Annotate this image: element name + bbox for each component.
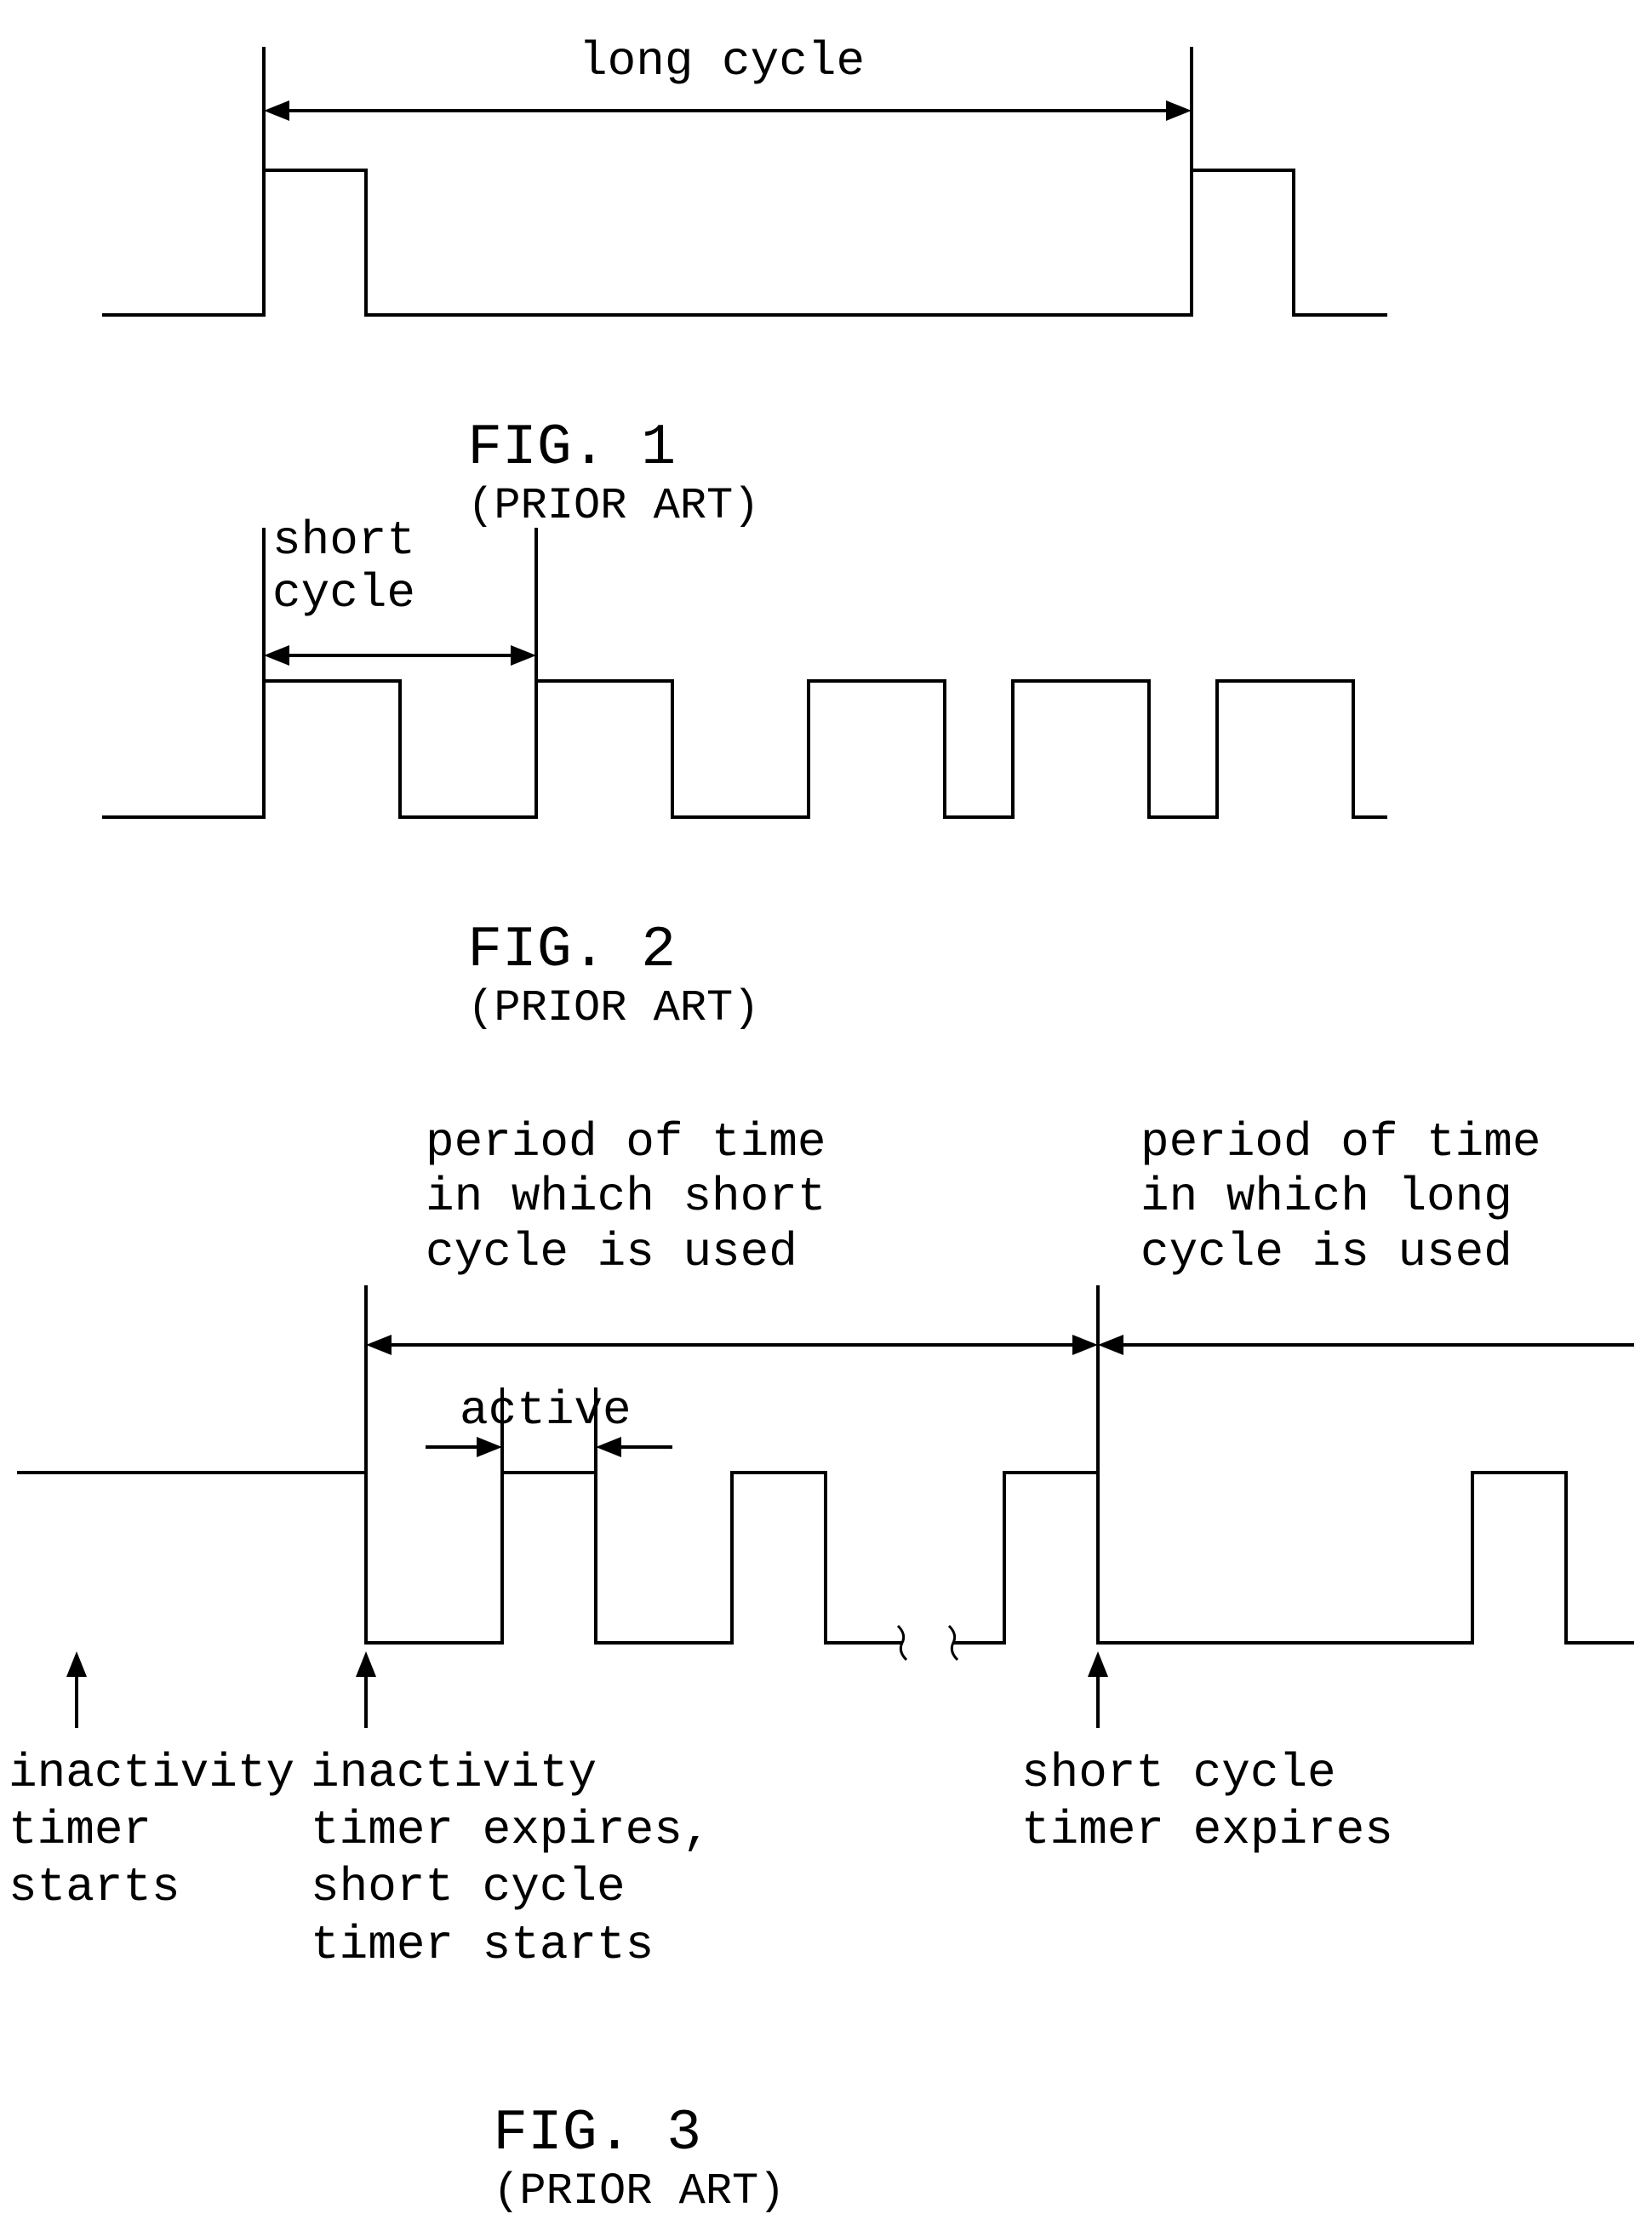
fig3-period-long-label: period of time in which long cycle is us… (1140, 1115, 1541, 1279)
fig1-waveform (102, 170, 1387, 315)
fig3-caption-fig: FIG. 3 (493, 2101, 701, 2166)
fig3-active-label: active (460, 1383, 632, 1438)
fig2-caption-fig: FIG. 2 (467, 918, 676, 983)
fig3-dim-short-arrow-right (1072, 1335, 1098, 1355)
fig2-waveform (102, 681, 1387, 817)
fig1-dim-arrow-left (264, 100, 289, 121)
fig3-waveform-right (953, 1473, 1634, 1643)
fig3-inactivity-starts-label: inactivity timer starts (9, 1745, 294, 1917)
fig2-dim-arrow-right (511, 645, 536, 666)
fig3-active-arrow-right (596, 1437, 621, 1457)
fig3-waveform-left (17, 1473, 902, 1643)
fig3-active-arrow-left (477, 1437, 502, 1457)
fig2-dim-arrow-left (264, 645, 289, 666)
fig3-short-expires-label: short cycle timer expires (1021, 1745, 1393, 1859)
page: long cycle FIG. 1 (PRIOR ART) short cycl… (0, 0, 1652, 2231)
fig3-ptr2-head (356, 1651, 376, 1677)
fig3-inactivity-expires-label: inactivity timer expires, short cycle ti… (311, 1745, 711, 1974)
fig2-short-cycle-label: short cycle (272, 515, 415, 620)
fig3-ptr1-head (66, 1651, 87, 1677)
fig3-dim-long-arrow-left (1098, 1335, 1123, 1355)
fig3-ptr3-head (1088, 1651, 1108, 1677)
fig2-svg (0, 426, 1652, 936)
fig1-dim-arrow-right (1166, 100, 1192, 121)
fig3-dim-short-arrow-left (366, 1335, 392, 1355)
fig3-period-short-label: period of time in which short cycle is u… (426, 1115, 826, 1279)
fig3-caption: FIG. 3 (PRIOR ART) (477, 2085, 785, 2217)
fig1-long-cycle-label: long cycle (579, 34, 865, 89)
fig3-caption-sub: (PRIOR ART) (493, 2166, 785, 2217)
